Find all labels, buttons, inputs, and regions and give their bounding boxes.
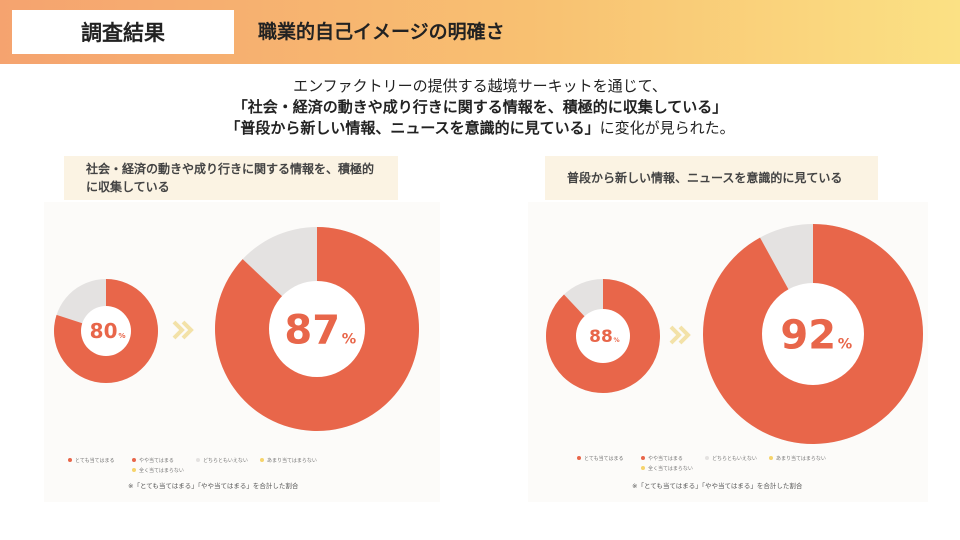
- left-legend-label-3: あまり当てはまらない: [267, 457, 317, 464]
- question-right: 普段から新しい情報、ニュースを意識的に見ている: [567, 171, 843, 185]
- right-legend-dot-1: [641, 456, 645, 460]
- right-arrow-chevron-1: [678, 325, 691, 345]
- right-arrow-chevron-0: [669, 325, 682, 345]
- left-arrow-chevron-1: [181, 320, 194, 340]
- right-legend-label-1: やや当てはまる: [648, 455, 683, 462]
- right-legend-label-4: 全く当てはまらない: [648, 465, 693, 472]
- section-tag: 調査結果: [12, 10, 234, 54]
- intro-line-3-bold: 「普段から新しい情報、ニュースを意識的に見ている」: [225, 119, 600, 137]
- right-after-donut-hole: [762, 283, 864, 385]
- question-left: 社会・経済の動きや成り行きに関する情報を、積極的に収集している: [86, 162, 375, 194]
- left-after-donut-unit-label: %: [342, 331, 356, 347]
- left-legend-dot-0: [68, 458, 72, 462]
- left-legend-label-2: どちらともいえない: [203, 457, 248, 464]
- right-after-donut-unit-label: %: [838, 336, 852, 352]
- left-after-donut-hole: [269, 281, 365, 377]
- right-legend-label-0: とても当てはまる: [584, 455, 624, 462]
- intro-text: エンファクトリーの提供する越境サーキットを通じて、 「社会・経済の動きや成り行き…: [0, 76, 960, 139]
- left-legend-dot-3: [260, 458, 264, 462]
- right-before-donut-hole: [576, 309, 630, 363]
- right-legend-dot-0: [577, 456, 581, 460]
- right-legend-label-2: どちらともいえない: [712, 455, 757, 462]
- intro-line-1: エンファクトリーの提供する越境サーキットを通じて、: [293, 77, 667, 95]
- left-legend-dot-2: [196, 458, 200, 462]
- right-legend-label-3: あまり当てはまらない: [776, 455, 826, 462]
- intro-line-3-rest: に変化が見られた。: [599, 119, 735, 137]
- left-before-donut-value-label: 80: [90, 319, 118, 343]
- right-legend-dot-4: [641, 466, 645, 470]
- left-legend-dot-4: [132, 468, 136, 472]
- note-left: ※「とても当てはまる」「やや当てはまる」を合計した割合: [128, 482, 299, 490]
- note-right: ※「とても当てはまる」「やや当てはまる」を合計した割合: [632, 482, 803, 490]
- left-before-donut-unit-label: %: [118, 331, 125, 340]
- right-before-donut-value-label: 88: [589, 327, 613, 347]
- intro-line-2: 「社会・経済の動きや成り行きに関する情報を、積極的に収集している」: [232, 98, 728, 116]
- question-box-left: 社会・経済の動きや成り行きに関する情報を、積極的に収集している: [64, 156, 398, 200]
- left-legend-label-1: やや当てはまる: [139, 457, 174, 464]
- page-title: 職業的自己イメージの明確さ: [258, 21, 505, 43]
- left-before-donut-hole: [81, 306, 131, 356]
- question-box-right: 普段から新しい情報、ニュースを意識的に見ている: [545, 156, 878, 200]
- left-legend-dot-1: [132, 458, 136, 462]
- right-legend-dot-2: [705, 456, 709, 460]
- right-before-donut-unit-label: %: [614, 337, 620, 344]
- left-after-donut-value-label: 87: [284, 307, 340, 353]
- right-after-donut-value-label: 92: [780, 312, 836, 358]
- header-bar: 調査結果 職業的自己イメージの明確さ: [0, 0, 960, 64]
- left-legend-label-0: とても当てはまる: [75, 457, 115, 464]
- left-arrow-chevron-0: [172, 320, 185, 340]
- left-legend-label-4: 全く当てはまらない: [139, 467, 184, 474]
- right-legend-dot-3: [769, 456, 773, 460]
